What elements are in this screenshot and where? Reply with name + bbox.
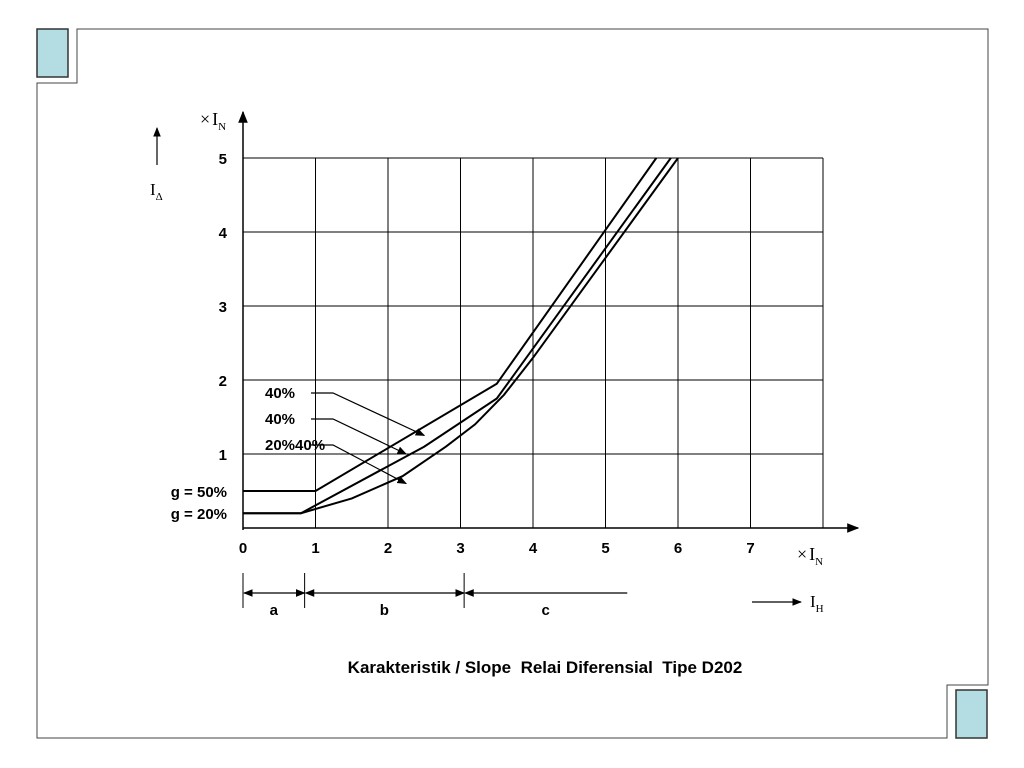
x-tick-label: 5 xyxy=(601,540,609,557)
x-tick-label: 1 xyxy=(311,540,319,557)
x-tick-label: 7 xyxy=(746,540,754,557)
y-tick-label: 5 xyxy=(219,151,227,168)
y-axis-label: IΔ xyxy=(150,180,163,203)
ih-label: IH xyxy=(810,592,824,615)
series-line-3 xyxy=(243,157,679,515)
x-tick-label: 2 xyxy=(384,540,392,557)
x-tick-label: 3 xyxy=(456,540,464,557)
corner-box-bottom-right xyxy=(955,689,988,739)
series-line-1 xyxy=(243,157,658,492)
y-unit-label: × IN xyxy=(200,109,226,133)
curves xyxy=(243,157,679,515)
region-label: c xyxy=(542,602,550,619)
g-labels: g = 50% g = 20% xyxy=(171,484,227,523)
chart-title: Karakteristik / Slope Relai Diferensial … xyxy=(348,658,743,677)
region-label: a xyxy=(270,602,279,619)
x-unit-label: × IN xyxy=(797,544,823,568)
y-tick-labels: 1 2 3 4 5 xyxy=(219,151,228,464)
grid-lines xyxy=(243,157,824,528)
curve-label: 40% xyxy=(265,385,295,402)
series-line-2 xyxy=(243,157,672,515)
x-tick-label: 6 xyxy=(674,540,682,557)
regions: a b c xyxy=(242,573,628,619)
g-label: g = 50% xyxy=(171,484,227,501)
y-tick-label: 4 xyxy=(219,225,228,242)
y-tick-label: 2 xyxy=(219,373,227,390)
y-tick-label: 1 xyxy=(219,447,227,464)
y-tick-label: 3 xyxy=(219,299,227,316)
curve-label: 20%40% xyxy=(265,437,325,454)
corner-box-top-left xyxy=(36,28,69,78)
x-tick-labels: 0 1 2 3 4 5 6 7 xyxy=(239,540,755,557)
curve-label: 40% xyxy=(265,411,295,428)
x-tick-label: 0 xyxy=(239,540,247,557)
curve-label-leader xyxy=(311,444,407,485)
g-label: g = 20% xyxy=(171,506,227,523)
slide-border xyxy=(36,28,989,739)
curve-label-leader xyxy=(311,418,407,455)
x-tick-label: 4 xyxy=(529,540,538,557)
axes xyxy=(238,110,860,533)
region-label: b xyxy=(380,602,389,619)
curve-label-leader xyxy=(311,392,426,437)
curve-labels: 40% 40% 20%40% xyxy=(265,385,426,485)
